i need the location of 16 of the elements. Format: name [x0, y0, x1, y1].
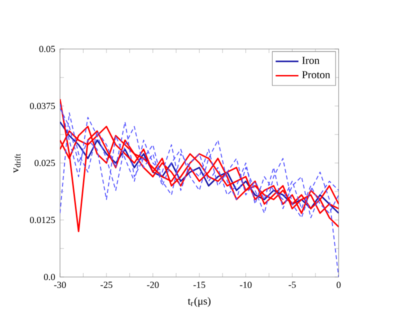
- y-tick-label: 0.0125: [30, 216, 55, 224]
- x-tick-label: -5: [288, 282, 296, 288]
- x-tick-label: -20: [147, 282, 159, 288]
- legend-label: Iron: [302, 56, 320, 64]
- x-tick-label: -15: [193, 282, 206, 288]
- y-axis-title: v$_{drift}$: [14, 154, 20, 173]
- x-axis-title: t$_{r}$(μs): [188, 297, 210, 307]
- y-tick-label: 0.0375: [30, 102, 55, 110]
- x-tick-label: -10: [240, 282, 252, 288]
- x-tick-label: 0: [336, 282, 341, 288]
- y-tick-label: 0.05: [39, 46, 55, 52]
- y-tick-label: 0.0: [44, 274, 55, 280]
- x-tick-label: -30: [54, 282, 66, 288]
- x-tick-label: -25: [100, 282, 112, 288]
- y-tick-label: 0.025: [34, 160, 55, 166]
- legend-label: Proton: [302, 71, 330, 78]
